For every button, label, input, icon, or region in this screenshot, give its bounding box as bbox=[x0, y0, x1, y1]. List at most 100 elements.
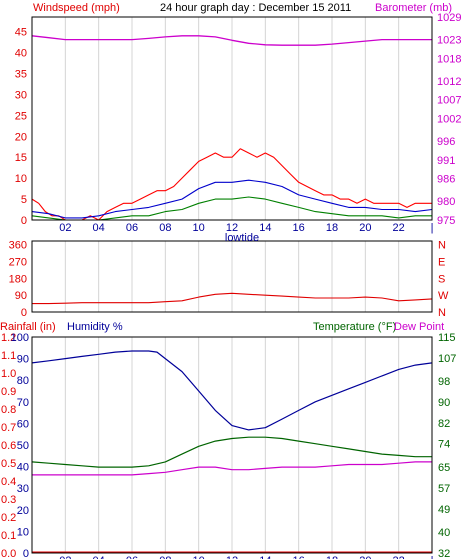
windspeed-tick-label: 15 bbox=[15, 152, 27, 164]
humidity-axis-label: Humidity % bbox=[67, 321, 123, 333]
compass-tick-label: E bbox=[438, 257, 445, 269]
windspeed-tick-label: 45 bbox=[15, 27, 27, 39]
x-tick-label: 14 bbox=[259, 555, 271, 559]
humidity-tick-label: 80 bbox=[17, 375, 29, 387]
barometer-tick-label: 991 bbox=[437, 155, 455, 167]
temperature-tick-label: 32 bbox=[438, 548, 450, 559]
barometer-tick-label: 1029 bbox=[437, 12, 461, 24]
windspeed-tick-label: 40 bbox=[15, 48, 27, 60]
x-tick-label: 04 bbox=[93, 222, 105, 234]
humidity-tick-label: 90 bbox=[17, 354, 29, 366]
rainfall-tick-label: 0.7 bbox=[1, 422, 16, 434]
windspeed-tick-label: 35 bbox=[15, 69, 27, 81]
barometer-tick-label: 1023 bbox=[437, 35, 461, 47]
temperature-tick-label: 90 bbox=[438, 397, 450, 409]
direction-tick-label: 270 bbox=[9, 257, 27, 269]
temperature-series-line bbox=[31, 436, 432, 468]
temperature-tick-label: 107 bbox=[438, 353, 456, 365]
x-tick-label: 20 bbox=[359, 555, 371, 559]
graph-title: 24 hour graph day : December 15 2011 bbox=[160, 2, 351, 14]
humidity-tick-label: 50 bbox=[17, 440, 29, 452]
rainfall-tick-label: 0.4 bbox=[1, 476, 16, 488]
x-tick-label: 02 bbox=[59, 555, 71, 559]
x-tick-label: 06 bbox=[126, 222, 138, 234]
wind_avg-series-line bbox=[31, 179, 433, 219]
panel-frame-2 bbox=[31, 336, 433, 554]
windspeed-tick-label: 25 bbox=[15, 110, 27, 122]
humidity-tick-label: 30 bbox=[17, 483, 29, 495]
rainfall-tick-label: 0.6 bbox=[1, 440, 16, 452]
wind-direction-series-line bbox=[32, 292, 433, 305]
x-tick-label: 20 bbox=[359, 222, 371, 234]
humidity-tick-label: 10 bbox=[17, 526, 29, 538]
frame-layer bbox=[31, 16, 433, 554]
humidity-tick-label: 100 bbox=[11, 332, 29, 344]
series-layer bbox=[31, 35, 433, 553]
temperature-tick-label: 57 bbox=[438, 483, 450, 495]
barometer-tick-label: 1012 bbox=[437, 76, 461, 88]
x-tick-label: 08 bbox=[159, 222, 171, 234]
rainfall-tick-label: 1.0 bbox=[1, 368, 16, 380]
temperature-tick-label: 65 bbox=[438, 462, 450, 474]
rainfall-axis-label: Rainfall (in) bbox=[0, 321, 56, 333]
x-end-tick: | bbox=[431, 222, 434, 234]
x-tick-label: 04 bbox=[93, 555, 105, 559]
temperature-tick-label: 82 bbox=[438, 418, 450, 430]
temperature-tick-label: 74 bbox=[438, 439, 450, 451]
compass-tick-label: W bbox=[438, 290, 449, 302]
windspeed-tick-label: 5 bbox=[21, 194, 27, 206]
humidity-tick-label: 0 bbox=[23, 548, 29, 559]
rainfall-tick-label: 1.1 bbox=[1, 350, 16, 362]
humidity-tick-label: 20 bbox=[17, 505, 29, 517]
x-tick-label: 02 bbox=[59, 222, 71, 234]
windspeed-axis-label: Windspeed (mph) bbox=[33, 2, 120, 14]
x-tick-label: 06 bbox=[126, 555, 138, 559]
temperature-tick-label: 40 bbox=[438, 527, 450, 539]
x-tick-label: 22 bbox=[393, 555, 405, 559]
dewpoint-axis-label: Dew Point bbox=[394, 321, 444, 333]
compass-tick-label: N bbox=[438, 307, 446, 319]
temperature-tick-label: 98 bbox=[438, 376, 450, 388]
direction-tick-label: 90 bbox=[15, 290, 27, 302]
barometer-tick-label: 1002 bbox=[437, 114, 461, 126]
temperature-tick-label: 49 bbox=[438, 504, 450, 516]
temperature-axis-label: Temperature (°F) bbox=[313, 321, 396, 333]
windspeed-tick-label: 30 bbox=[15, 89, 27, 101]
panel-frame-0 bbox=[31, 16, 433, 221]
rainfall-tick-label: 0.3 bbox=[1, 494, 16, 506]
barometer-tick-label: 1007 bbox=[437, 95, 461, 107]
barometer-tick-label: 986 bbox=[437, 174, 455, 186]
barometer-series-line bbox=[31, 35, 432, 46]
x-tick-label: 14 bbox=[259, 222, 271, 234]
humidity-tick-label: 40 bbox=[17, 462, 29, 474]
temperature-tick-label: 115 bbox=[438, 332, 456, 344]
x-tick-label: 18 bbox=[326, 222, 338, 234]
windspeed-tick-label: 0 bbox=[21, 215, 27, 227]
rainfall-tick-label: 0.5 bbox=[1, 458, 16, 470]
x-tick-label: 12 bbox=[226, 555, 238, 559]
x-tick-label: 16 bbox=[293, 222, 305, 234]
compass-tick-label: N bbox=[438, 240, 446, 252]
humidity-tick-label: 60 bbox=[17, 418, 29, 430]
rainfall-tick-label: 0.1 bbox=[1, 530, 16, 542]
humidity-series-line bbox=[31, 350, 433, 431]
barometer-tick-label: 996 bbox=[437, 136, 455, 148]
grid-layer bbox=[64, 17, 400, 553]
dewpoint-series-line bbox=[32, 461, 432, 476]
direction-tick-label: 360 bbox=[9, 240, 27, 252]
x-tick-label: 18 bbox=[326, 555, 338, 559]
x-tick-label: 10 bbox=[193, 222, 205, 234]
x-tick-label: 08 bbox=[159, 555, 171, 559]
panel-frame-1 bbox=[31, 240, 433, 313]
rainfall-tick-label: 0.0 bbox=[1, 548, 16, 559]
humidity-tick-label: 70 bbox=[17, 397, 29, 409]
direction-tick-label: 0 bbox=[21, 307, 27, 319]
direction-tick-label: 180 bbox=[9, 273, 27, 285]
windspeed-tick-label: 10 bbox=[15, 173, 27, 185]
rainfall-tick-label: 0.2 bbox=[1, 512, 16, 524]
x-tick-label: 12 bbox=[226, 222, 238, 234]
rainfall-tick-label: 0.8 bbox=[1, 404, 16, 416]
compass-tick-label: S bbox=[438, 273, 445, 285]
